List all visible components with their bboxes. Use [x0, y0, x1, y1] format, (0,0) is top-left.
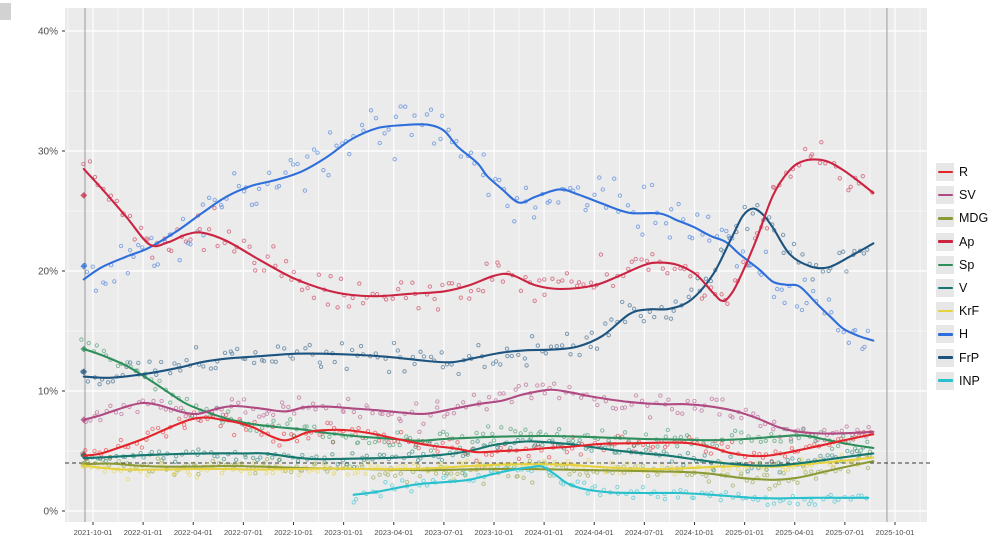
legend-swatch-line: [937, 309, 953, 313]
legend-label: V: [959, 280, 968, 295]
x-tick-label: 2023-04-01: [374, 528, 413, 537]
x-tick-label: 2024-04-01: [575, 528, 614, 537]
x-tick-label: 2023-10-01: [475, 528, 514, 537]
y-tick-label: 20%: [38, 267, 58, 278]
legend-key-V: [936, 278, 954, 297]
legend-label: KrF: [959, 304, 980, 319]
x-tick-label: 2025-10-01: [876, 528, 915, 537]
legend-item-FrP: FrP: [936, 348, 988, 367]
trend-line-Ap: [82, 158, 875, 303]
legend-item-R: R: [936, 163, 988, 181]
trend-line-V: [82, 440, 875, 467]
x-axis-labels: 2021-10-01 2022-01-01 2022-04-01 2022-07-01…: [74, 528, 915, 537]
x-tick-label: 2022-10-01: [274, 528, 313, 537]
trend-line-INP: [352, 465, 870, 500]
x-tick-label: 2025-07-01: [825, 528, 864, 537]
trend-line-R: [82, 416, 875, 458]
x-tick-label: 2025-01-01: [725, 528, 764, 537]
y-tick-label: 10%: [38, 387, 58, 398]
legend-key-INP: [936, 371, 954, 390]
x-tick-label: 2022-04-01: [174, 528, 213, 537]
trend-line-MDG: [82, 460, 875, 481]
legend-key-SV: [936, 186, 954, 205]
legend-label: SV: [959, 188, 976, 203]
legend-item-KrF: KrF: [936, 302, 988, 321]
scatter-points-Ap: [81, 140, 875, 312]
legend-key-Sp: [936, 255, 954, 274]
x-tick-label: 2023-07-01: [424, 528, 463, 537]
x-tick-label: 2024-07-01: [625, 528, 664, 537]
legend-key-FrP: [936, 348, 954, 367]
x-tick-label: 2023-01-01: [324, 528, 363, 537]
legend-item-H: H: [936, 325, 988, 344]
legend-swatch-line: [937, 333, 953, 336]
legend-swatch-line: [937, 217, 953, 220]
x-tick-label: 2024-01-01: [525, 528, 564, 537]
legend-swatch-line: [937, 170, 953, 174]
legend-label: Ap: [959, 234, 975, 249]
legend-label: H: [959, 327, 969, 342]
trend-line-SV: [82, 388, 875, 435]
legend-swatch-line: [937, 379, 953, 382]
y-tick-label: 0%: [44, 507, 59, 518]
y-tick-label: 40%: [38, 27, 58, 38]
legend-item-Sp: Sp: [936, 255, 988, 274]
corner-artifact: [0, 3, 11, 20]
legend-swatch-line: [937, 193, 953, 197]
trend-line-Sp: [82, 347, 875, 450]
legend-swatch-line: [937, 263, 953, 266]
legend-swatch-line: [937, 286, 953, 290]
y-axis-labels: 0% 10% 20% 30% 40%: [38, 27, 58, 518]
legend-swatch-line: [937, 240, 953, 243]
x-tick-label: 2025-04-01: [775, 528, 814, 537]
legend-item-INP: INP: [936, 371, 988, 390]
legend-label: R: [959, 165, 969, 179]
legend-swatch-line: [937, 356, 953, 359]
y-tick-label: 30%: [38, 147, 58, 158]
legend-label: MDG: [959, 211, 989, 226]
legend-key-Ap: [936, 232, 954, 251]
legend-item-V: V: [936, 278, 988, 297]
x-tick-label: 2021-10-01: [74, 528, 113, 537]
legend-item-Ap: Ap: [936, 232, 988, 251]
legend-key-R: [936, 163, 954, 181]
trend-lines: [82, 123, 875, 500]
election-marker-H: [80, 262, 88, 270]
x-tick-label: 2024-10-01: [675, 528, 714, 537]
legend: R SV MDG Ap Sp V KrF H FrP INP: [936, 163, 988, 395]
trend-line-FrP: [82, 207, 875, 379]
election-marker-Ap: [80, 192, 88, 199]
election-marker-FrP: [80, 368, 88, 376]
legend-item-MDG: MDG: [936, 209, 989, 228]
legend-label: Sp: [959, 257, 975, 272]
trend-line-H: [82, 123, 875, 342]
x-tick-label: 2022-01-01: [124, 528, 163, 537]
legend-item-SV: SV: [936, 186, 988, 205]
legend-label: FrP: [959, 350, 980, 365]
axis-ticks: [62, 30, 896, 525]
legend-key-H: [936, 325, 954, 344]
legend-key-MDG: [936, 209, 954, 228]
legend-label: INP: [959, 373, 980, 388]
x-tick-label: 2022-07-01: [224, 528, 263, 537]
legend-key-KrF: [936, 302, 954, 321]
